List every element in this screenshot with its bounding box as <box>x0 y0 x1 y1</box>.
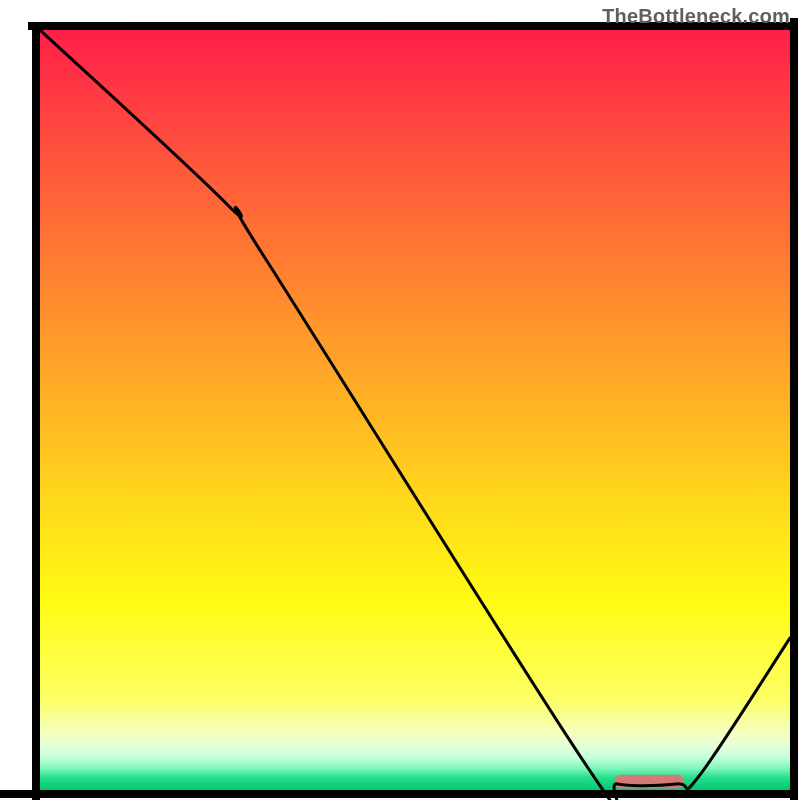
plot-gradient-area <box>40 30 790 790</box>
bottleneck-curve-chart <box>0 0 800 800</box>
watermark-label: TheBottleneck.com <box>602 6 790 29</box>
chart-root: TheBottleneck.com <box>0 0 800 800</box>
